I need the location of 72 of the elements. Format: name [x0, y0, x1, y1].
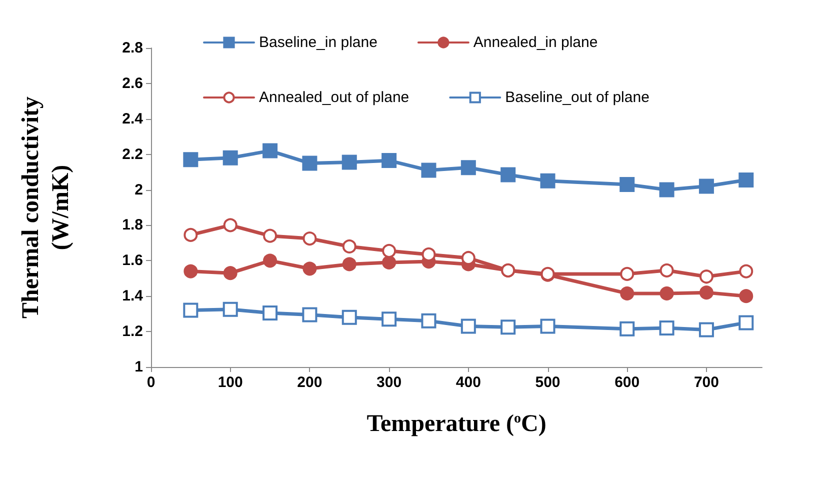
point — [620, 176, 635, 192]
legend-label: Baseline_in plane — [259, 34, 378, 51]
point — [223, 218, 238, 232]
point — [699, 286, 714, 300]
y-tick-label: 2.2 — [122, 146, 143, 163]
point — [698, 322, 714, 338]
point — [222, 302, 238, 317]
point — [302, 232, 317, 246]
point — [540, 318, 556, 334]
point — [223, 266, 238, 280]
x-tick-label: 0 — [146, 374, 156, 391]
point — [738, 315, 754, 330]
point — [342, 310, 357, 325]
point — [500, 167, 516, 182]
point — [739, 289, 754, 304]
point — [183, 152, 198, 168]
y-tick-label: 1 — [134, 358, 143, 376]
point — [262, 305, 278, 320]
x-tick-label: 300 — [376, 374, 402, 391]
y-tick-label: 2.8 — [122, 40, 143, 56]
point — [342, 257, 356, 272]
point — [382, 255, 396, 270]
point — [342, 154, 357, 170]
point — [659, 320, 674, 336]
legend-label: Annealed_in plane — [473, 34, 598, 51]
y-axis-title: Thermal conductivity (W/mK) — [18, 96, 74, 318]
legend-label: Annealed_out of plane — [259, 89, 410, 106]
y-tick-label: 2.6 — [122, 74, 143, 92]
point — [620, 286, 634, 300]
point — [302, 156, 318, 171]
point — [302, 262, 317, 276]
y-tick-label: 1.8 — [122, 216, 143, 234]
x-tick-label: 700 — [694, 374, 719, 391]
y-tick-label: 1.6 — [122, 252, 143, 270]
point — [222, 150, 238, 166]
point — [460, 160, 476, 176]
point — [660, 263, 674, 278]
x-tick-label: 100 — [218, 374, 243, 391]
point — [698, 178, 714, 194]
x-tick-label: 400 — [456, 374, 481, 391]
y-tick-label: 2.4 — [122, 110, 144, 128]
point — [660, 286, 674, 300]
point — [382, 312, 397, 327]
point — [422, 247, 436, 262]
point — [659, 182, 674, 198]
point — [500, 320, 516, 335]
point — [183, 302, 198, 318]
point — [263, 254, 278, 268]
point — [620, 321, 635, 336]
point — [699, 270, 714, 284]
y-tick-label: 1.4 — [122, 288, 144, 305]
point — [342, 239, 356, 254]
x-tick-label: 200 — [297, 374, 322, 391]
y-tick-label: 2 — [134, 181, 143, 198]
x-tick-label: 500 — [535, 374, 560, 391]
point — [421, 162, 436, 178]
point — [739, 264, 754, 278]
point — [421, 313, 436, 328]
point — [460, 318, 476, 334]
point — [620, 266, 634, 281]
point — [540, 173, 556, 188]
point — [302, 307, 318, 322]
point — [184, 228, 198, 242]
point — [184, 264, 198, 278]
x-tick-label: 600 — [614, 374, 640, 391]
point — [262, 143, 278, 158]
y-tick-label: 1.2 — [122, 323, 143, 340]
legend-label: Baseline_out of plane — [505, 89, 650, 106]
point — [263, 228, 278, 243]
point — [382, 244, 396, 258]
point — [738, 172, 754, 188]
point — [382, 153, 397, 168]
